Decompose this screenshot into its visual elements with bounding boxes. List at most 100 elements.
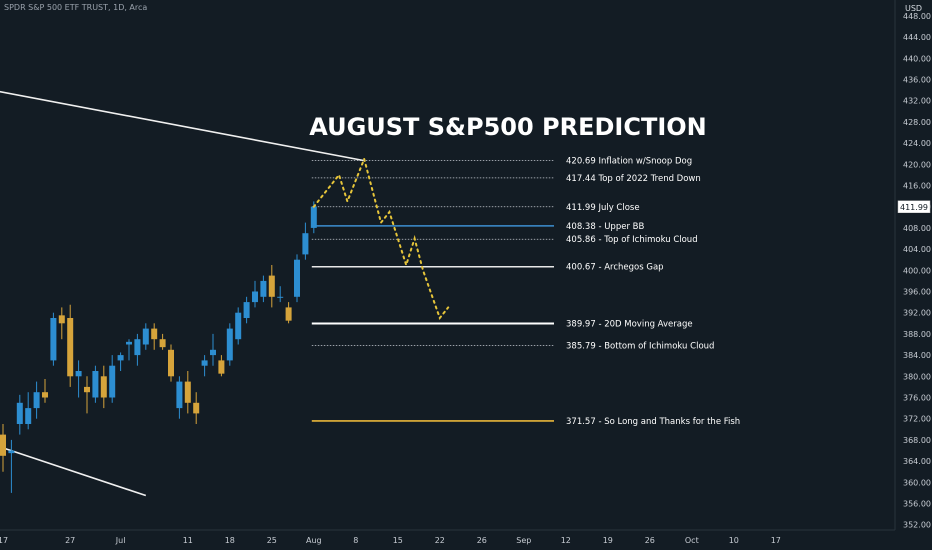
price-tick-label: 440.00 — [903, 54, 931, 63]
time-tick-label: 27 — [65, 536, 75, 545]
candle-body — [25, 408, 32, 424]
candle-body — [243, 302, 250, 318]
candle-body — [184, 381, 191, 403]
candle-body — [42, 392, 48, 398]
level-label: 420.69 Inflation w/Snoop Dog — [566, 157, 692, 167]
time-tick-label: Oct — [685, 536, 699, 545]
level-label: 408.38 - Upper BB — [566, 222, 644, 232]
candle-body — [8, 450, 15, 454]
candle-body — [92, 371, 99, 398]
time-tick-label: 10 — [729, 536, 739, 545]
price-tick-label: 400.00 — [903, 266, 931, 275]
price-tick-label: 396.00 — [903, 288, 931, 297]
time-tick-label: 12 — [561, 536, 571, 545]
price-tick-label: 416.00 — [903, 182, 931, 191]
candle-body — [126, 341, 132, 345]
time-tick-label: 19 — [603, 536, 613, 545]
candle-body — [16, 402, 23, 424]
level-label: 417.44 Top of 2022 Trend Down — [566, 174, 701, 184]
price-tick-label: 388.00 — [903, 330, 931, 339]
last-price-badge — [897, 200, 931, 214]
candle-body — [277, 296, 284, 298]
candle-body — [50, 318, 57, 361]
time-tick-label: 15 — [393, 536, 403, 545]
time-tick-label: 17 — [0, 536, 8, 545]
last-price-label: 411.99 — [900, 203, 928, 212]
candle-body — [100, 376, 107, 398]
level-label: 411.99 July Close — [566, 203, 640, 213]
candle-body — [176, 381, 183, 409]
time-tick-label: 17 — [771, 536, 781, 545]
price-tick-label: 384.00 — [903, 351, 931, 360]
time-axis[interactable]: 17 27 Jul 11 18 25 Aug 8 15 22 26 Sep 12 19 26 Oct 10 17 — [0, 536, 781, 545]
price-tick-label: 404.00 — [903, 245, 931, 254]
candle-body — [260, 280, 267, 297]
prediction-dots — [312, 155, 450, 321]
price-tick-label: 376.00 — [903, 394, 931, 403]
level-label: 405.86 - Top of Ichimoku Cloud — [566, 235, 698, 245]
candle-body — [159, 339, 166, 348]
time-tick-label: Aug — [306, 536, 322, 545]
level-labels: 420.69 Inflation w/Snoop Dog 417.44 Top o… — [566, 157, 740, 427]
candle-body — [218, 360, 225, 374]
time-tick-label: 22 — [435, 536, 445, 545]
price-tick-label: 444.00 — [903, 33, 931, 42]
price-tick-label: 360.00 — [903, 478, 931, 487]
price-axis[interactable]: 352.00 356.00 360.00 364.00 368.00 372.00 376.… — [0, 0, 931, 531]
time-tick-label: 26 — [477, 536, 487, 545]
time-tick-label: 25 — [267, 536, 277, 545]
candle-body — [75, 371, 82, 377]
price-tick-label: 380.00 — [903, 372, 931, 381]
ticker-label: SPDR S&P 500 ETF TRUST, 1D, Arca — [4, 3, 148, 12]
candle-body — [226, 328, 233, 361]
candle-body — [285, 307, 292, 321]
price-tick-label: 428.00 — [903, 118, 931, 127]
price-tick-label: 420.00 — [903, 160, 931, 169]
price-tick-label: 356.00 — [903, 500, 931, 509]
price-tick-label: 372.00 — [903, 415, 931, 424]
candle-body — [235, 312, 242, 340]
level-label: 389.97 - 20D Moving Average — [566, 319, 693, 329]
candle-body — [310, 206, 317, 228]
price-tick-label: 408.00 — [903, 224, 931, 233]
time-tick-label: Sep — [516, 536, 531, 545]
candle-body — [84, 386, 90, 393]
prediction-path — [312, 155, 450, 321]
candle-body — [134, 339, 141, 356]
level-label: 400.67 - Archegos Gap — [566, 263, 664, 273]
candle-body — [33, 392, 40, 409]
currency-label: USD — [905, 4, 923, 13]
candle-body — [67, 318, 74, 377]
candle-body — [193, 402, 200, 414]
time-tick-label: 11 — [183, 536, 193, 545]
price-tick-label: 432.00 — [903, 97, 931, 106]
candle-body — [210, 349, 216, 356]
time-tick-label: 18 — [225, 536, 235, 545]
price-tick-label: 436.00 — [903, 76, 931, 85]
trendline — [0, 90, 365, 162]
trendline — [2, 447, 147, 497]
candle-body — [168, 349, 174, 377]
time-tick-label: 8 — [353, 536, 358, 545]
level-label: 385.79 - Bottom of Ichimoku Cloud — [566, 342, 714, 352]
chart-title: AUGUST S&P500 PREDICTION — [309, 113, 707, 141]
candle-body — [151, 328, 158, 340]
price-tick-label: 352.00 — [903, 521, 931, 530]
candles — [0, 201, 317, 493]
price-tick-label: 448.00 — [903, 12, 931, 21]
price-tick-label: 368.00 — [903, 436, 931, 445]
trendlines — [0, 90, 365, 497]
candle-body — [117, 355, 124, 361]
candle-body — [58, 315, 65, 324]
price-tick-label: 364.00 — [903, 457, 931, 466]
time-tick-label: 26 — [645, 536, 655, 545]
candle-body — [201, 360, 208, 366]
price-levels — [311, 160, 554, 422]
candle-body — [142, 328, 149, 345]
candle-body — [294, 259, 300, 297]
price-tick-label: 392.00 — [903, 309, 931, 318]
candle-body — [0, 434, 6, 456]
candle-body — [109, 365, 116, 398]
candle-body — [268, 275, 275, 297]
